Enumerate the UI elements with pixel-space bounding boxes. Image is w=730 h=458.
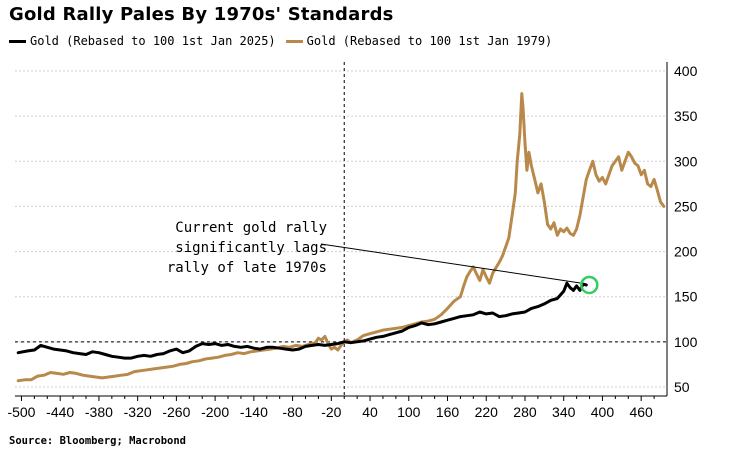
x-tick-label--20: -20 <box>321 404 341 420</box>
series-line-1979 <box>16 92 666 383</box>
x-tick-label-340: 340 <box>552 404 576 420</box>
annotation-text-line-2: significantly lags <box>175 240 327 256</box>
x-tick-label--260: -260 <box>162 404 190 420</box>
x-tick-label--320: -320 <box>124 404 152 420</box>
legend-label-1979: Gold (Rebased to 100 1st Jan 1979) <box>306 34 553 48</box>
chart-title: Gold Rally Pales By 1970s' Standards <box>9 4 394 25</box>
legend-item-2025: Gold (Rebased to 100 1st Jan 2025) <box>9 34 276 48</box>
x-tick-label--140: -140 <box>240 404 268 420</box>
series-line-2025 <box>16 281 588 360</box>
y-tick-label-50: 50 <box>674 379 690 395</box>
y-tick-label-200: 200 <box>674 244 698 260</box>
annotation-highlight-circle <box>580 275 599 295</box>
x-tick-label--440: -440 <box>46 404 74 420</box>
annotation-pointer <box>320 243 581 284</box>
x-tick-label-280: 280 <box>513 404 537 420</box>
chart-legend: Gold (Rebased to 100 1st Jan 2025) Gold … <box>9 33 562 49</box>
x-tick-label-100: 100 <box>397 404 421 420</box>
x-tick-label--500: -500 <box>7 404 35 420</box>
legend-swatch-1979 <box>285 39 303 43</box>
y-tick-label-400: 400 <box>674 63 698 79</box>
y-tick-label-250: 250 <box>674 198 698 214</box>
x-tick-label-160: 160 <box>436 404 460 420</box>
source-note: Source: Bloomberg; Macrobond <box>9 435 187 447</box>
legend-item-1979: Gold (Rebased to 100 1st Jan 1979) <box>285 34 553 48</box>
x-tick-label-460: 460 <box>629 404 653 420</box>
x-tick-label--380: -380 <box>85 404 113 420</box>
y-tick-label-100: 100 <box>674 334 698 350</box>
x-tick-label-40: 40 <box>362 404 378 420</box>
y-tick-label-350: 350 <box>674 108 698 124</box>
legend-swatch-2025 <box>9 39 26 43</box>
annotation-text-line-1: Current gold rally <box>175 220 327 236</box>
x-tick-label-220: 220 <box>475 404 499 420</box>
annotation-text-line-3: rally of late 1970s <box>167 260 327 276</box>
x-tick-label--200: -200 <box>201 404 229 420</box>
x-tick-label-400: 400 <box>591 404 615 420</box>
legend-label-2025: Gold (Rebased to 100 1st Jan 2025) <box>30 34 276 48</box>
y-tick-label-300: 300 <box>674 153 698 169</box>
x-tick-label--80: -80 <box>282 404 302 420</box>
y-tick-label-150: 150 <box>674 289 698 305</box>
